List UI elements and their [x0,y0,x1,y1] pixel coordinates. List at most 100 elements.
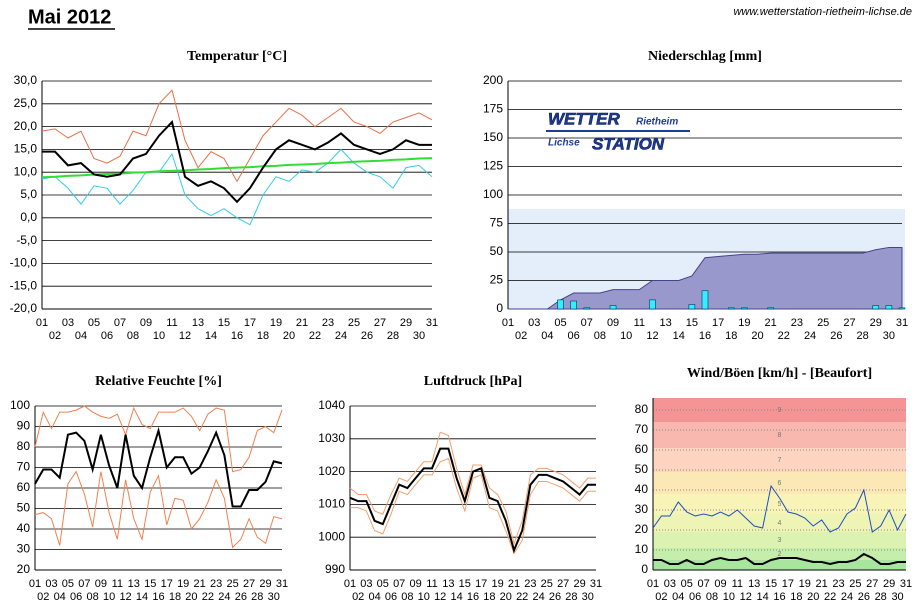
x-tick-label: 13 [442,578,454,590]
x-tick-label: 10 [723,591,735,603]
x-tick-label: 23 [791,317,803,329]
x-tick-label: 04 [541,330,553,342]
x-tick-label: 17 [712,317,724,329]
x-tick-label: 11 [634,317,645,329]
x-tick-label: 13 [128,578,140,590]
x-tick-label: 24 [335,330,347,342]
beaufort-band [653,514,906,532]
x-tick-label: 24 [841,591,853,603]
logo-text: Lichse [548,138,580,149]
x-tick-label: 13 [748,578,760,590]
chart-title: Luftdruck [hPa] [424,374,522,389]
x-tick-label: 05 [62,578,74,590]
y-tick-label: 40 [635,482,649,496]
x-tick-label: 08 [706,591,718,603]
x-tick-label: 26 [361,330,373,342]
x-tick-label: 11 [426,578,437,590]
y-tick-label: 80 [635,402,649,416]
x-tick-label: 11 [112,578,123,590]
x-tick-label: 18 [169,591,181,603]
y-tick-label: 0 [496,301,503,315]
x-tick-label: 23 [832,578,844,590]
x-tick-label: 03 [664,578,676,590]
x-tick-label: 07 [114,317,126,329]
series-line [41,148,433,226]
x-tick-label: 25 [817,317,829,329]
x-tick-label: 05 [377,578,389,590]
x-tick-label: 28 [856,330,868,342]
x-tick-label: 31 [896,317,908,329]
x-tick-label: 27 [557,578,569,590]
x-tick-label: 19 [270,317,282,329]
x-tick-label: 16 [152,591,164,603]
x-tick-label: 08 [401,591,413,603]
chart: Luftdruck [hPa]9901000101010201030104001… [318,374,602,603]
y-tick-label: 20 [635,522,649,536]
x-tick-label: 27 [843,317,855,329]
x-tick-label: 23 [210,578,222,590]
beaufort-label: 6 [778,480,782,487]
x-tick-label: 21 [508,578,520,590]
x-tick-label: 07 [78,578,90,590]
x-tick-label: 19 [491,578,503,590]
x-tick-label: 09 [607,317,619,329]
series-line [42,120,432,204]
x-tick-label: 03 [528,317,540,329]
logo-text: Rietheim [636,117,678,128]
x-tick-label: 20 [751,330,763,342]
y-tick-label: -10,0 [10,256,38,270]
y-tick-label: 200 [483,73,503,87]
beaufort-label: 8 [778,432,782,439]
x-tick-label: 17 [782,578,794,590]
x-tick-label: 28 [387,330,399,342]
x-tick-label: 16 [231,330,243,342]
y-tick-label: -5,0 [16,233,37,247]
x-tick-label: 30 [582,591,594,603]
x-tick-label: 05 [88,317,100,329]
x-tick-label: 16 [773,591,785,603]
x-tick-label: 02 [49,330,61,342]
x-tick-label: 10 [620,330,632,342]
y-tick-label: 50 [635,462,649,476]
y-tick-label: 100 [483,187,503,201]
x-tick-label: 21 [765,317,777,329]
y-tick-label: 50 [17,501,31,515]
x-tick-label: 24 [804,330,816,342]
x-tick-label: 29 [259,578,271,590]
x-tick-label: 23 [322,317,334,329]
x-tick-label: 28 [251,591,263,603]
x-tick-label: 15 [144,578,156,590]
x-tick-label: 17 [475,578,487,590]
x-tick-label: 12 [119,591,131,603]
beaufort-label: 5 [778,501,782,508]
y-tick-label: 30 [635,502,649,516]
series-line [653,552,906,566]
chart-title: Temperatur [°C] [187,49,287,64]
x-tick-label: 21 [816,578,828,590]
x-tick-label: 20 [185,591,197,603]
bar [727,307,735,310]
x-tick-label: 20 [283,330,295,342]
x-tick-label: 27 [243,578,255,590]
y-tick-label: 90 [17,419,31,433]
x-tick-label: 22 [778,330,790,342]
x-tick-label: 25 [849,578,861,590]
x-tick-label: 03 [62,317,74,329]
x-tick-label: 15 [218,317,230,329]
y-tick-label: 30 [17,542,31,556]
x-tick-label: 01 [647,578,659,590]
x-tick-label: 03 [360,578,372,590]
chart: Temperatur [°C] 30,0 25,0 20,0 15,0 10,0 5,0 0,… [10,49,438,342]
bar [898,307,906,310]
x-tick-label: 23 [524,578,536,590]
site-url: www.wetterstation-rietheim-lichse.de [733,6,912,18]
x-tick-label: 14 [757,591,769,603]
x-tick-label: 24 [218,591,230,603]
logo-text: STATION [592,134,665,153]
x-tick-label: 21 [296,317,308,329]
x-tick-label: 07 [581,317,593,329]
y-tick-label: 20 [17,562,31,576]
x-tick-label: 07 [393,578,405,590]
y-tick-label: 1040 [318,398,345,412]
